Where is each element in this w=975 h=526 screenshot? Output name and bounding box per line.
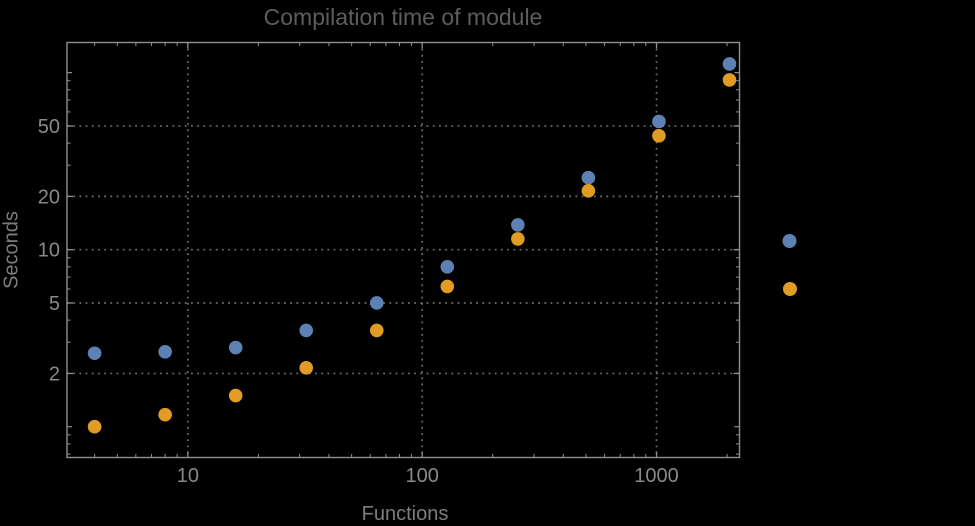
- data-point-orange-x32: [299, 361, 314, 375]
- data-point-orange-x512: [581, 184, 596, 198]
- data-point-blue-x2048: [722, 57, 737, 71]
- y-tick-label-20: 20: [38, 186, 60, 208]
- data-point-orange-x8: [158, 407, 172, 422]
- chart-title: Compilation time of module: [263, 4, 543, 30]
- legend-marker-blue: [782, 234, 797, 248]
- y-tick-label-10: 10: [38, 240, 60, 262]
- x-tick-label-100: 100: [405, 465, 438, 487]
- data-point-blue-x512: [581, 170, 596, 185]
- data-point-blue-x8: [158, 344, 172, 359]
- data-point-orange-x1024: [652, 128, 666, 143]
- data-point-orange-x2048: [722, 73, 737, 87]
- data-point-blue-x64: [369, 296, 384, 310]
- x-tick-label-1000: 1000: [634, 465, 679, 487]
- data-point-orange-x16: [228, 388, 243, 403]
- data-point-blue-x16: [228, 340, 243, 355]
- data-point-orange-x64: [369, 323, 384, 338]
- data-point-blue-x1024: [652, 114, 666, 129]
- data-point-blue-x4: [87, 346, 102, 361]
- y-tick-label-5: 5: [49, 293, 60, 315]
- data-point-orange-x256: [511, 232, 525, 246]
- data-point-blue-x32: [299, 323, 314, 338]
- x-tick-label-10: 10: [177, 465, 199, 487]
- x-axis-label: Functions: [361, 503, 449, 525]
- legend-marker-orange: [783, 282, 797, 296]
- data-point-orange-x128: [440, 279, 455, 294]
- y-tick-label-2: 2: [49, 363, 60, 385]
- data-point-blue-x256: [511, 218, 525, 232]
- data-point-orange-x4: [87, 419, 102, 434]
- data-point-blue-x128: [440, 260, 455, 274]
- y-tick-label-50: 50: [38, 116, 60, 138]
